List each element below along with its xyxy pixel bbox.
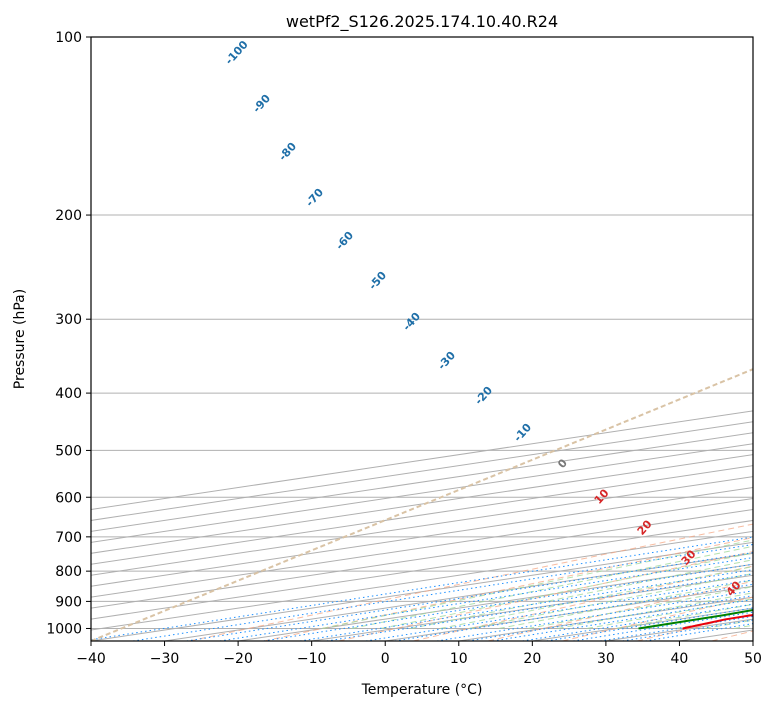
- y-tick-label: 100: [55, 30, 82, 46]
- y-tick-label: 300: [55, 312, 82, 328]
- y-tick-label: 900: [55, 594, 82, 610]
- mixing-ratio-line: [492, 598, 753, 641]
- dry-adiabat-line: [413, 565, 753, 641]
- moist-adiabat-line: [380, 552, 753, 629]
- x-tick-label: −40: [76, 651, 106, 667]
- isotherm-line: [91, 519, 753, 620]
- isotherm-line: [91, 476, 753, 576]
- y-tick-label: 1000: [46, 621, 82, 637]
- chart-title: wetPf2_S126.2025.174.10.40.R24: [286, 12, 558, 32]
- mixing-ratio-line: [522, 603, 753, 641]
- x-axis: −40 −30 −20 −10 0 10 20 30 40 50: [76, 641, 762, 667]
- moist-adiabat-line: [469, 572, 753, 629]
- moist-adiabat-line: [439, 566, 753, 629]
- x-tick-label: 40: [671, 651, 689, 667]
- dry-adiabat-line: [487, 580, 753, 641]
- x-tick-label: −30: [150, 651, 180, 667]
- x-axis-label: Temperature (°C): [361, 682, 483, 698]
- isotherm-line: [91, 530, 753, 631]
- plot-frame: [90, 36, 754, 642]
- x-tick-label: 50: [744, 651, 762, 667]
- isotherm-line: [91, 454, 753, 554]
- isotherm-line: [91, 487, 753, 587]
- isotherm-line: [91, 443, 753, 543]
- moist-adiabat-line: [322, 539, 753, 629]
- y-tick-label: 800: [55, 564, 82, 580]
- x-tick-label: 20: [523, 651, 541, 667]
- x-tick-label: 0: [381, 651, 390, 667]
- y-axis: 100 200 300 400 500 600 700 800 900 1000: [46, 30, 91, 637]
- moist-adiabat-line: [528, 586, 753, 629]
- y-tick-label: 700: [55, 530, 82, 546]
- mixing-ratio-line: [436, 590, 753, 641]
- x-tick-label: −20: [223, 651, 253, 667]
- dry-adiabat-line: [189, 523, 753, 641]
- isotherm-line: [91, 508, 753, 609]
- mixing-ratio-line: [219, 557, 753, 641]
- y-axis-label: Pressure (hPa): [12, 289, 28, 389]
- mixing-ratio-line: [467, 595, 753, 641]
- x-tick-label: 30: [597, 651, 615, 667]
- y-tick-label: 200: [55, 208, 82, 224]
- x-tick-label: 10: [450, 651, 468, 667]
- mixing-ratio-line: [91, 536, 753, 641]
- y-tick-label: 400: [55, 386, 82, 402]
- dry-adiabat-line: [264, 537, 753, 641]
- isotherm-line: [91, 465, 753, 565]
- isotherm-line: [91, 498, 753, 598]
- background-lines: [91, 37, 753, 641]
- y-tick-label: 500: [55, 443, 82, 459]
- x-tick-label: −10: [297, 651, 327, 667]
- y-tick-label: 600: [55, 490, 82, 506]
